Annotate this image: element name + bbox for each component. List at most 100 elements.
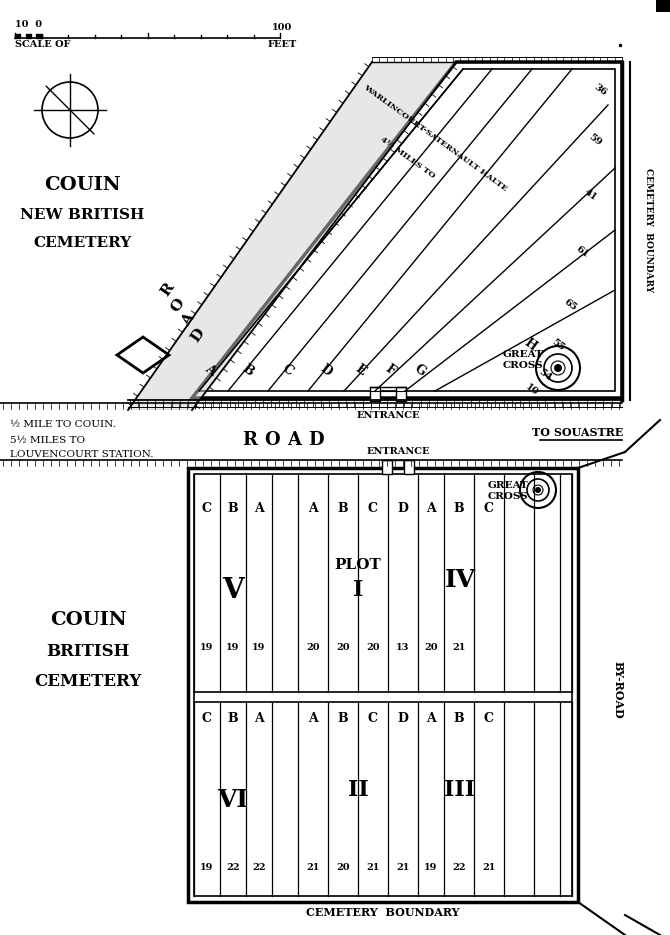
Text: 5½ MILES TO: 5½ MILES TO [10,436,85,445]
Text: VI: VI [218,788,249,812]
Text: G: G [412,362,428,379]
Bar [370,387,380,401]
Text: A: A [254,501,264,514]
Text: D: D [397,712,409,725]
Text: 19: 19 [226,643,240,653]
Text: A: A [426,712,436,725]
Text: C: C [368,712,378,725]
Text: LOUVENCOURT STATION.: LOUVENCOURT STATION. [10,450,153,459]
Text: 19: 19 [200,643,214,653]
Text: I: I [353,579,363,601]
Text: TO SOUASTRE: TO SOUASTRE [532,427,624,439]
Text: C: C [280,362,296,378]
Text: B: B [454,501,464,514]
Text: R: R [243,431,257,449]
Text: SCALE OF: SCALE OF [15,40,70,49]
Text: R: R [159,280,178,299]
Text: COUIN: COUIN [44,176,121,194]
Text: 59: 59 [587,133,603,148]
Text: CEMETERY: CEMETERY [34,673,141,691]
Bar [396,387,406,401]
Text: ENTRANCE: ENTRANCE [356,410,419,420]
Text: CEMETERY: CEMETERY [33,236,131,250]
Text: WARLINCOURT-SATERNAULT HALTE: WARLINCOURT-SATERNAULT HALTE [362,83,509,193]
Circle shape [554,364,562,372]
Text: FEET: FEET [267,40,297,49]
Text: 22: 22 [252,864,266,872]
Text: 54: 54 [537,367,553,382]
Text: C: C [484,501,494,514]
Text: B: B [240,362,256,379]
Text: 10  0: 10 0 [15,20,42,29]
Text: B: B [454,712,464,725]
Text: 20: 20 [306,643,320,653]
Text: 21: 21 [397,864,409,872]
Text: CEMETERY  BOUNDARY: CEMETERY BOUNDARY [643,168,653,292]
Text: 21: 21 [306,864,320,872]
Text: A: A [179,311,197,329]
Text: 21: 21 [452,643,466,653]
Text: 22: 22 [226,864,240,872]
Bar [656,0,670,12]
Text: PLOT: PLOT [334,558,381,572]
Text: BRITISH: BRITISH [46,643,130,660]
Text: 36: 36 [592,82,608,97]
Text: D: D [188,325,208,344]
Text: C: C [202,501,212,514]
Text: C: C [484,712,494,725]
Text: 21: 21 [482,864,496,872]
Polygon shape [128,62,456,410]
Text: 4½ MILES TO: 4½ MILES TO [379,136,437,180]
Text: ½ MILE TO COUIN.: ½ MILE TO COUIN. [10,420,116,429]
Text: 13: 13 [397,643,409,653]
Text: O: O [264,431,280,449]
Text: 19: 19 [253,643,266,653]
Text: B: B [338,712,348,725]
Text: 20: 20 [336,864,350,872]
Text: F: F [383,362,397,378]
Text: B: B [228,712,239,725]
Text: D: D [308,431,324,449]
Text: A: A [202,362,218,378]
Text: 100: 100 [272,23,292,32]
Text: 19: 19 [424,864,438,872]
Circle shape [535,487,541,493]
Text: C: C [202,712,212,725]
Text: E: E [352,362,368,378]
Text: B: B [228,501,239,514]
Text: A: A [426,501,436,514]
Text: V: V [222,577,244,603]
Text: 19: 19 [200,864,214,872]
Text: GREAT
CROSS: GREAT CROSS [502,351,543,369]
Text: A: A [287,431,301,449]
Text: O: O [168,295,188,314]
Text: COUIN: COUIN [50,611,127,629]
Text: ENTRANCE: ENTRANCE [366,448,429,456]
Text: D: D [318,362,334,379]
Text: D: D [397,501,409,514]
Text: 61: 61 [574,244,590,260]
Text: 65: 65 [562,297,578,312]
Text: BY-ROAD: BY-ROAD [612,661,624,719]
Text: 20: 20 [336,643,350,653]
Bar [404,460,414,474]
Text: 22: 22 [452,864,466,872]
Text: GREAT
CROSS: GREAT CROSS [488,482,529,501]
Text: 10: 10 [524,382,540,397]
Text: B: B [338,501,348,514]
Text: 41: 41 [582,187,598,203]
Text: 55: 55 [550,338,566,352]
Text: H: H [521,337,539,353]
Text: 20: 20 [366,643,380,653]
Text: 20: 20 [424,643,438,653]
Text: C: C [368,501,378,514]
Text: II: II [348,779,369,801]
Text: A: A [254,712,264,725]
Text: A: A [308,712,318,725]
Text: CEMETERY  BOUNDARY: CEMETERY BOUNDARY [306,907,460,917]
Text: III: III [444,779,476,801]
Text: NEW BRITISH: NEW BRITISH [20,208,144,222]
Text: IV: IV [444,568,476,592]
Bar [382,460,392,474]
Text: 21: 21 [366,864,380,872]
